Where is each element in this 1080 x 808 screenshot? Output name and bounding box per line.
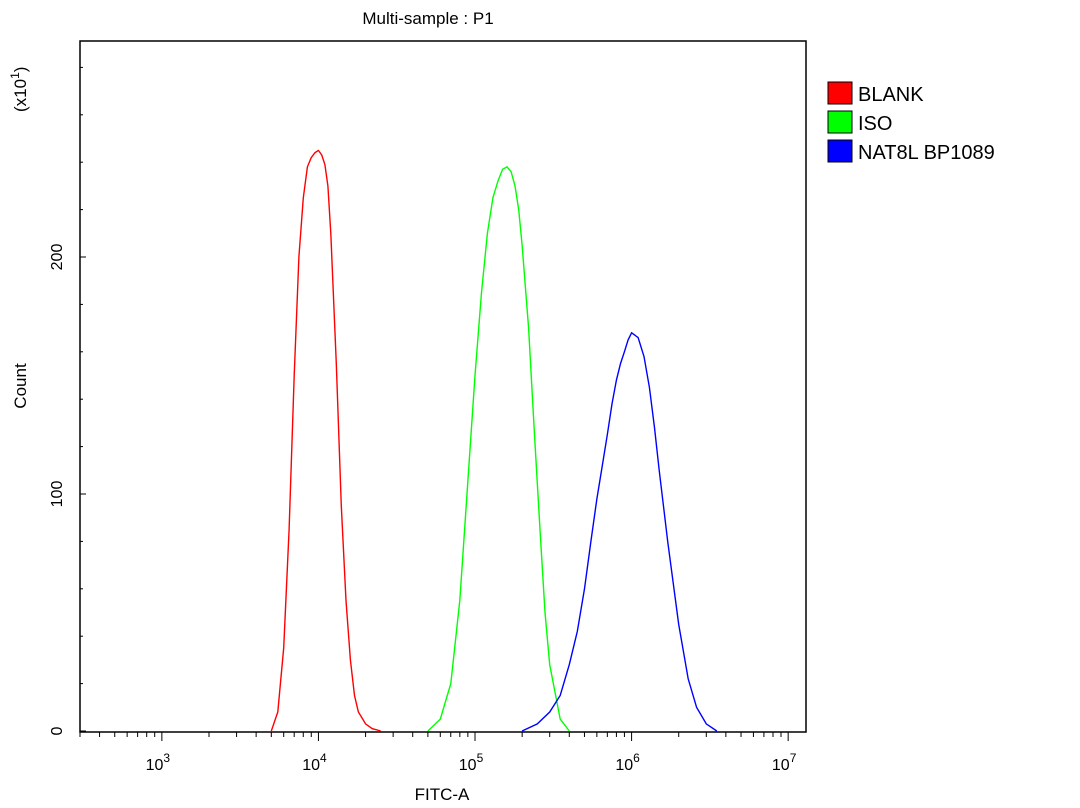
x-tick-label: 107 xyxy=(772,751,797,774)
x-axis: 103 104 105 106 107 xyxy=(79,732,797,774)
y-multiplier-close: ) xyxy=(11,67,30,73)
x-axis-label: FITC-A xyxy=(415,785,470,804)
y-axis-multiplier: (x101) xyxy=(8,67,30,112)
y-multiplier-exp: 1 xyxy=(8,72,22,79)
x-tick-label: 104 xyxy=(302,751,327,774)
chart-title: Multi-sample : P1 xyxy=(362,9,493,28)
svg-text:(x101): (x101) xyxy=(8,67,30,112)
legend-label-3: NAT8L BP1089 xyxy=(858,142,995,164)
y-axis-label: Count xyxy=(11,363,30,409)
y-multiplier-base: (x10 xyxy=(11,79,30,112)
x-tick-label: 105 xyxy=(459,751,484,774)
series-line-1 xyxy=(270,149,381,732)
y-axis: 0 100 200 xyxy=(49,66,86,735)
x-tick-label: 103 xyxy=(146,751,171,774)
y-tick-label: 100 xyxy=(49,481,66,508)
series-line-2 xyxy=(427,166,570,732)
series-line-3 xyxy=(521,331,718,732)
y-tick-label: 0 xyxy=(49,726,66,735)
legend-label-2: ISO xyxy=(858,113,892,135)
series-group xyxy=(270,149,718,732)
legend-swatch-3 xyxy=(827,139,853,163)
legend-swatch-1 xyxy=(827,81,853,105)
legend: BLANK ISO NAT8L BP1089 xyxy=(827,81,995,164)
legend-label-1: BLANK xyxy=(858,84,924,106)
y-tick-label: 200 xyxy=(49,244,66,271)
legend-swatch-2 xyxy=(827,110,853,134)
x-tick-label: 106 xyxy=(615,751,640,774)
plot-frame xyxy=(79,40,807,733)
